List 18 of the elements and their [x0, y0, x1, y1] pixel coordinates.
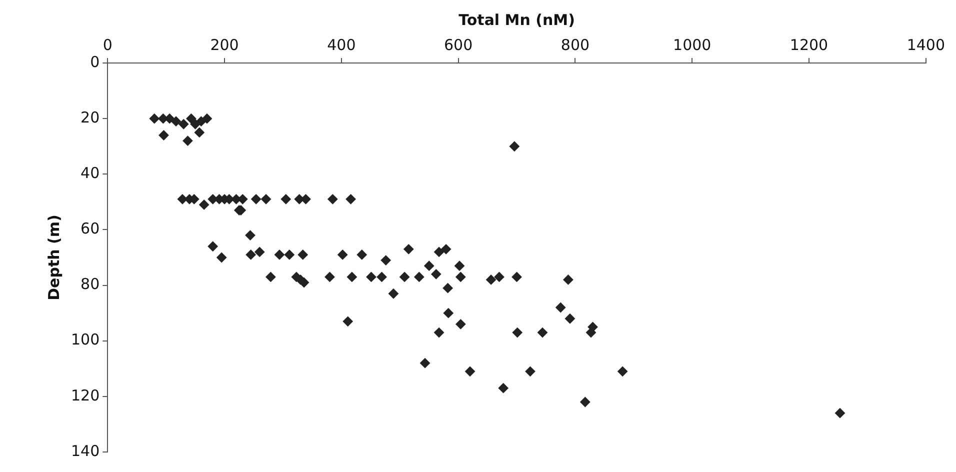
- y-tick-label: 20: [80, 108, 100, 126]
- x-tick-label: 1000: [673, 36, 712, 54]
- x-tick-label: 200: [210, 36, 239, 54]
- x-tick-label: 1200: [790, 36, 828, 54]
- y-axis-title: Depth (m): [44, 214, 63, 300]
- y-tick-label: 100: [70, 330, 100, 349]
- x-tick-label: 0: [102, 36, 112, 54]
- x-tick-label: 400: [327, 36, 356, 54]
- x-tick-label: 1400: [906, 36, 946, 54]
- y-tick-label: 120: [70, 386, 100, 404]
- y-tick-label: 40: [80, 164, 100, 182]
- y-tick-label: 0: [90, 52, 100, 71]
- y-tick-label: 60: [80, 220, 100, 238]
- x-axis-title: Total Mn (nM): [458, 10, 575, 29]
- y-tick-label: 140: [70, 442, 100, 460]
- x-tick-label: 600: [444, 36, 473, 54]
- y-tick-label: 80: [80, 275, 100, 294]
- x-tick-label: 800: [560, 36, 590, 54]
